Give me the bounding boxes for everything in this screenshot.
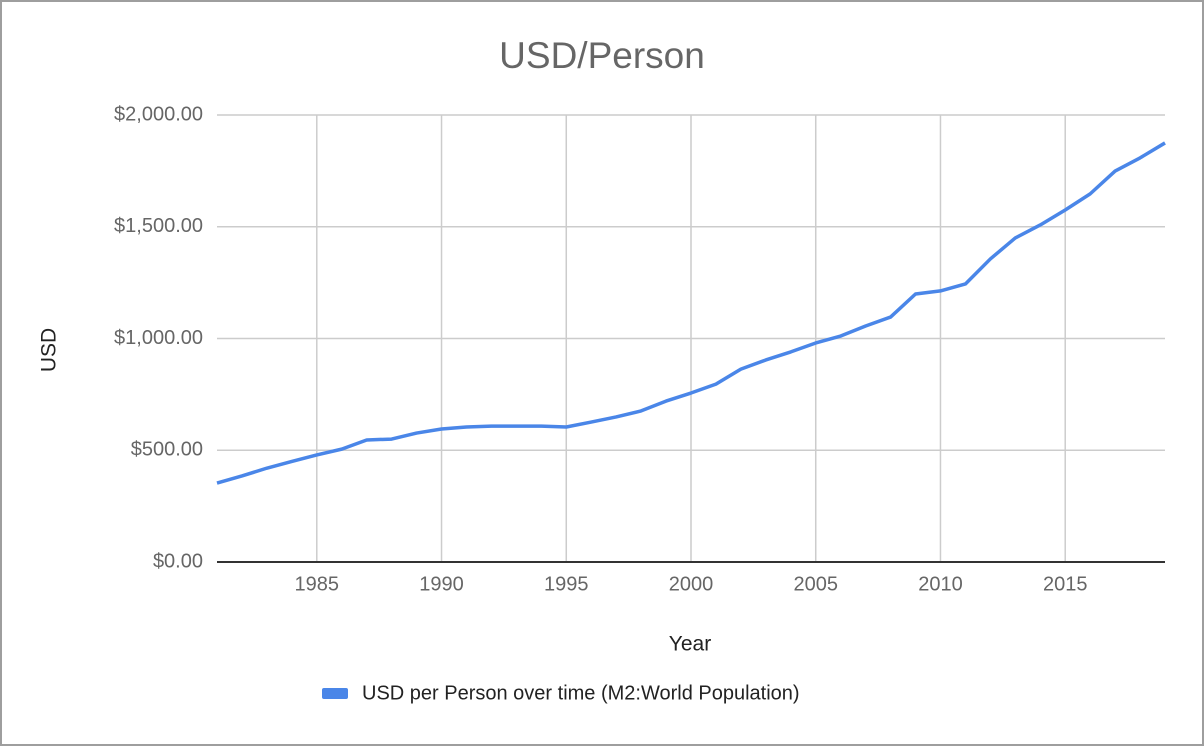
y-tick-label: $0.00 bbox=[153, 550, 203, 572]
x-axis-title: Year bbox=[669, 633, 711, 656]
y-axis-title: USD bbox=[38, 328, 61, 372]
chart-title: USD/Person bbox=[499, 35, 705, 76]
x-tick-label: 1990 bbox=[419, 573, 464, 595]
y-tick-label: $1,500.00 bbox=[114, 215, 203, 237]
y-tick-label: $2,000.00 bbox=[114, 103, 203, 125]
data-line bbox=[216, 141, 1166, 485]
legend-swatch bbox=[322, 688, 348, 699]
x-tick-label: 2015 bbox=[1043, 573, 1088, 595]
y-tick-label: $500.00 bbox=[131, 439, 203, 461]
x-tick-label: 2005 bbox=[793, 573, 838, 595]
legend-label: USD per Person over time (M2:World Popul… bbox=[362, 682, 800, 704]
y-tick-label: $1,000.00 bbox=[114, 327, 203, 349]
x-tick-label: 1985 bbox=[295, 573, 340, 595]
x-tick-label: 2000 bbox=[669, 573, 714, 595]
x-tick-label: 2010 bbox=[918, 573, 963, 595]
x-tick-label: 1995 bbox=[544, 573, 589, 595]
